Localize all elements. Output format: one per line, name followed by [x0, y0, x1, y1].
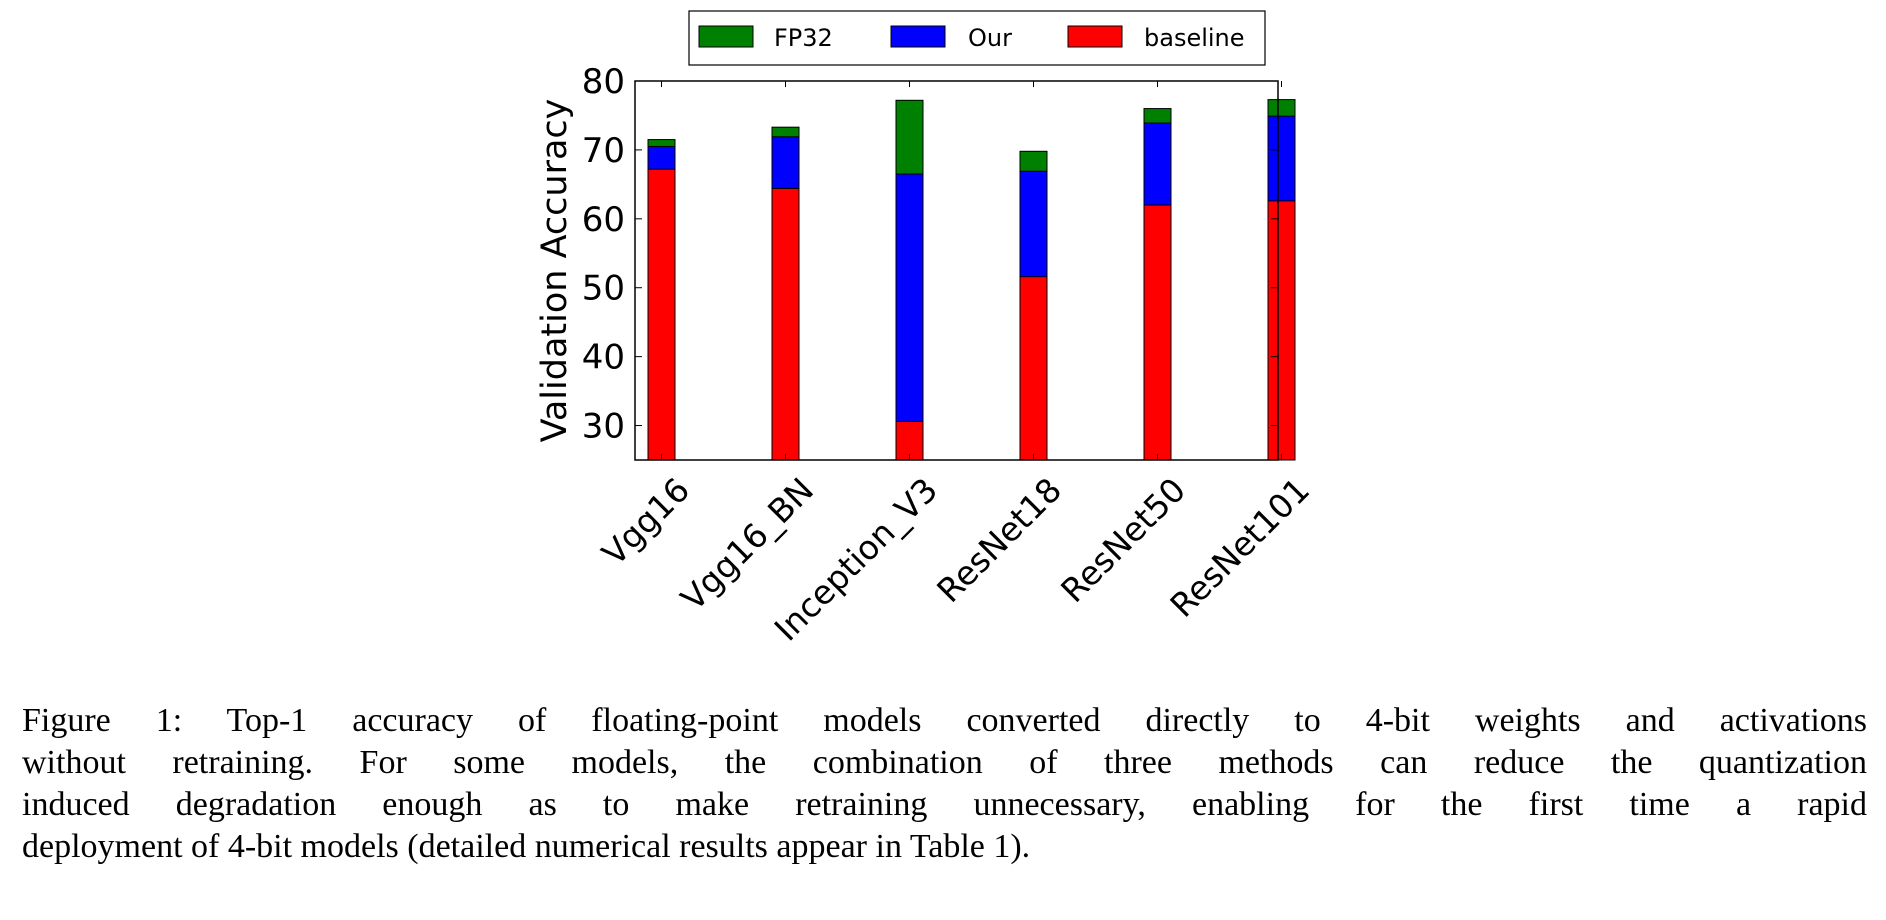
caption-line: without retraining. For some models, the…: [22, 744, 1867, 781]
legend-frame: [688, 10, 1266, 66]
bars: [647, 99, 1296, 461]
stacked-bar-chart: 30 40 50 60 70 80 Vgg16Vgg16_BNInception_V3Re…: [535, 10, 1317, 649]
plot-frame: [634, 80, 1279, 461]
y-tick-label: 40: [582, 338, 625, 378]
x-axis: Vgg16Vgg16_BNInception_V3ResNet18ResNet5…: [594, 81, 1317, 649]
x-tick-label: Vgg16: [594, 470, 697, 573]
legend-label-baseline: baseline: [1144, 24, 1245, 52]
legend-label-our: Our: [968, 24, 1012, 52]
caption-line: Figure 1: Top-1 accuracy of floating-poi…: [22, 702, 1867, 739]
bar-baseline-vgg16: [647, 168, 676, 461]
caption-line: induced degradation enough as to make re…: [22, 786, 1867, 823]
bar-baseline-resnet101: [1267, 200, 1296, 461]
y-tick-label: 50: [582, 269, 625, 309]
y-tick-label: 70: [582, 131, 625, 171]
legend-label-fp32: FP32: [774, 24, 833, 52]
y-axis-label: Validation Accuracy: [535, 99, 575, 443]
caption-line: deployment of 4-bit models (detailed num…: [22, 828, 1031, 865]
y-tick-label: 80: [582, 62, 625, 102]
bar-baseline-resnet50: [1143, 204, 1172, 461]
legend-swatch-fp32: [698, 25, 754, 48]
y-tick-label: 30: [582, 407, 625, 447]
x-tick-label: ResNet18: [929, 470, 1069, 610]
legend: FP32 Our baseline: [688, 10, 1266, 66]
legend-swatch-baseline: [1067, 25, 1123, 48]
legend-swatch-our: [890, 25, 946, 48]
figure-caption: Figure 1: Top-1 accuracy of floating-poi…: [22, 700, 1867, 868]
bar-baseline-vgg16_bn: [771, 187, 800, 461]
bar-baseline-inception_v3: [895, 420, 924, 461]
y-axis: 30 40 50 60 70 80: [582, 62, 1278, 447]
y-tick-label: 60: [582, 200, 625, 240]
bar-baseline-resnet18: [1019, 276, 1048, 461]
bar-our-inception_v3: [895, 173, 924, 461]
